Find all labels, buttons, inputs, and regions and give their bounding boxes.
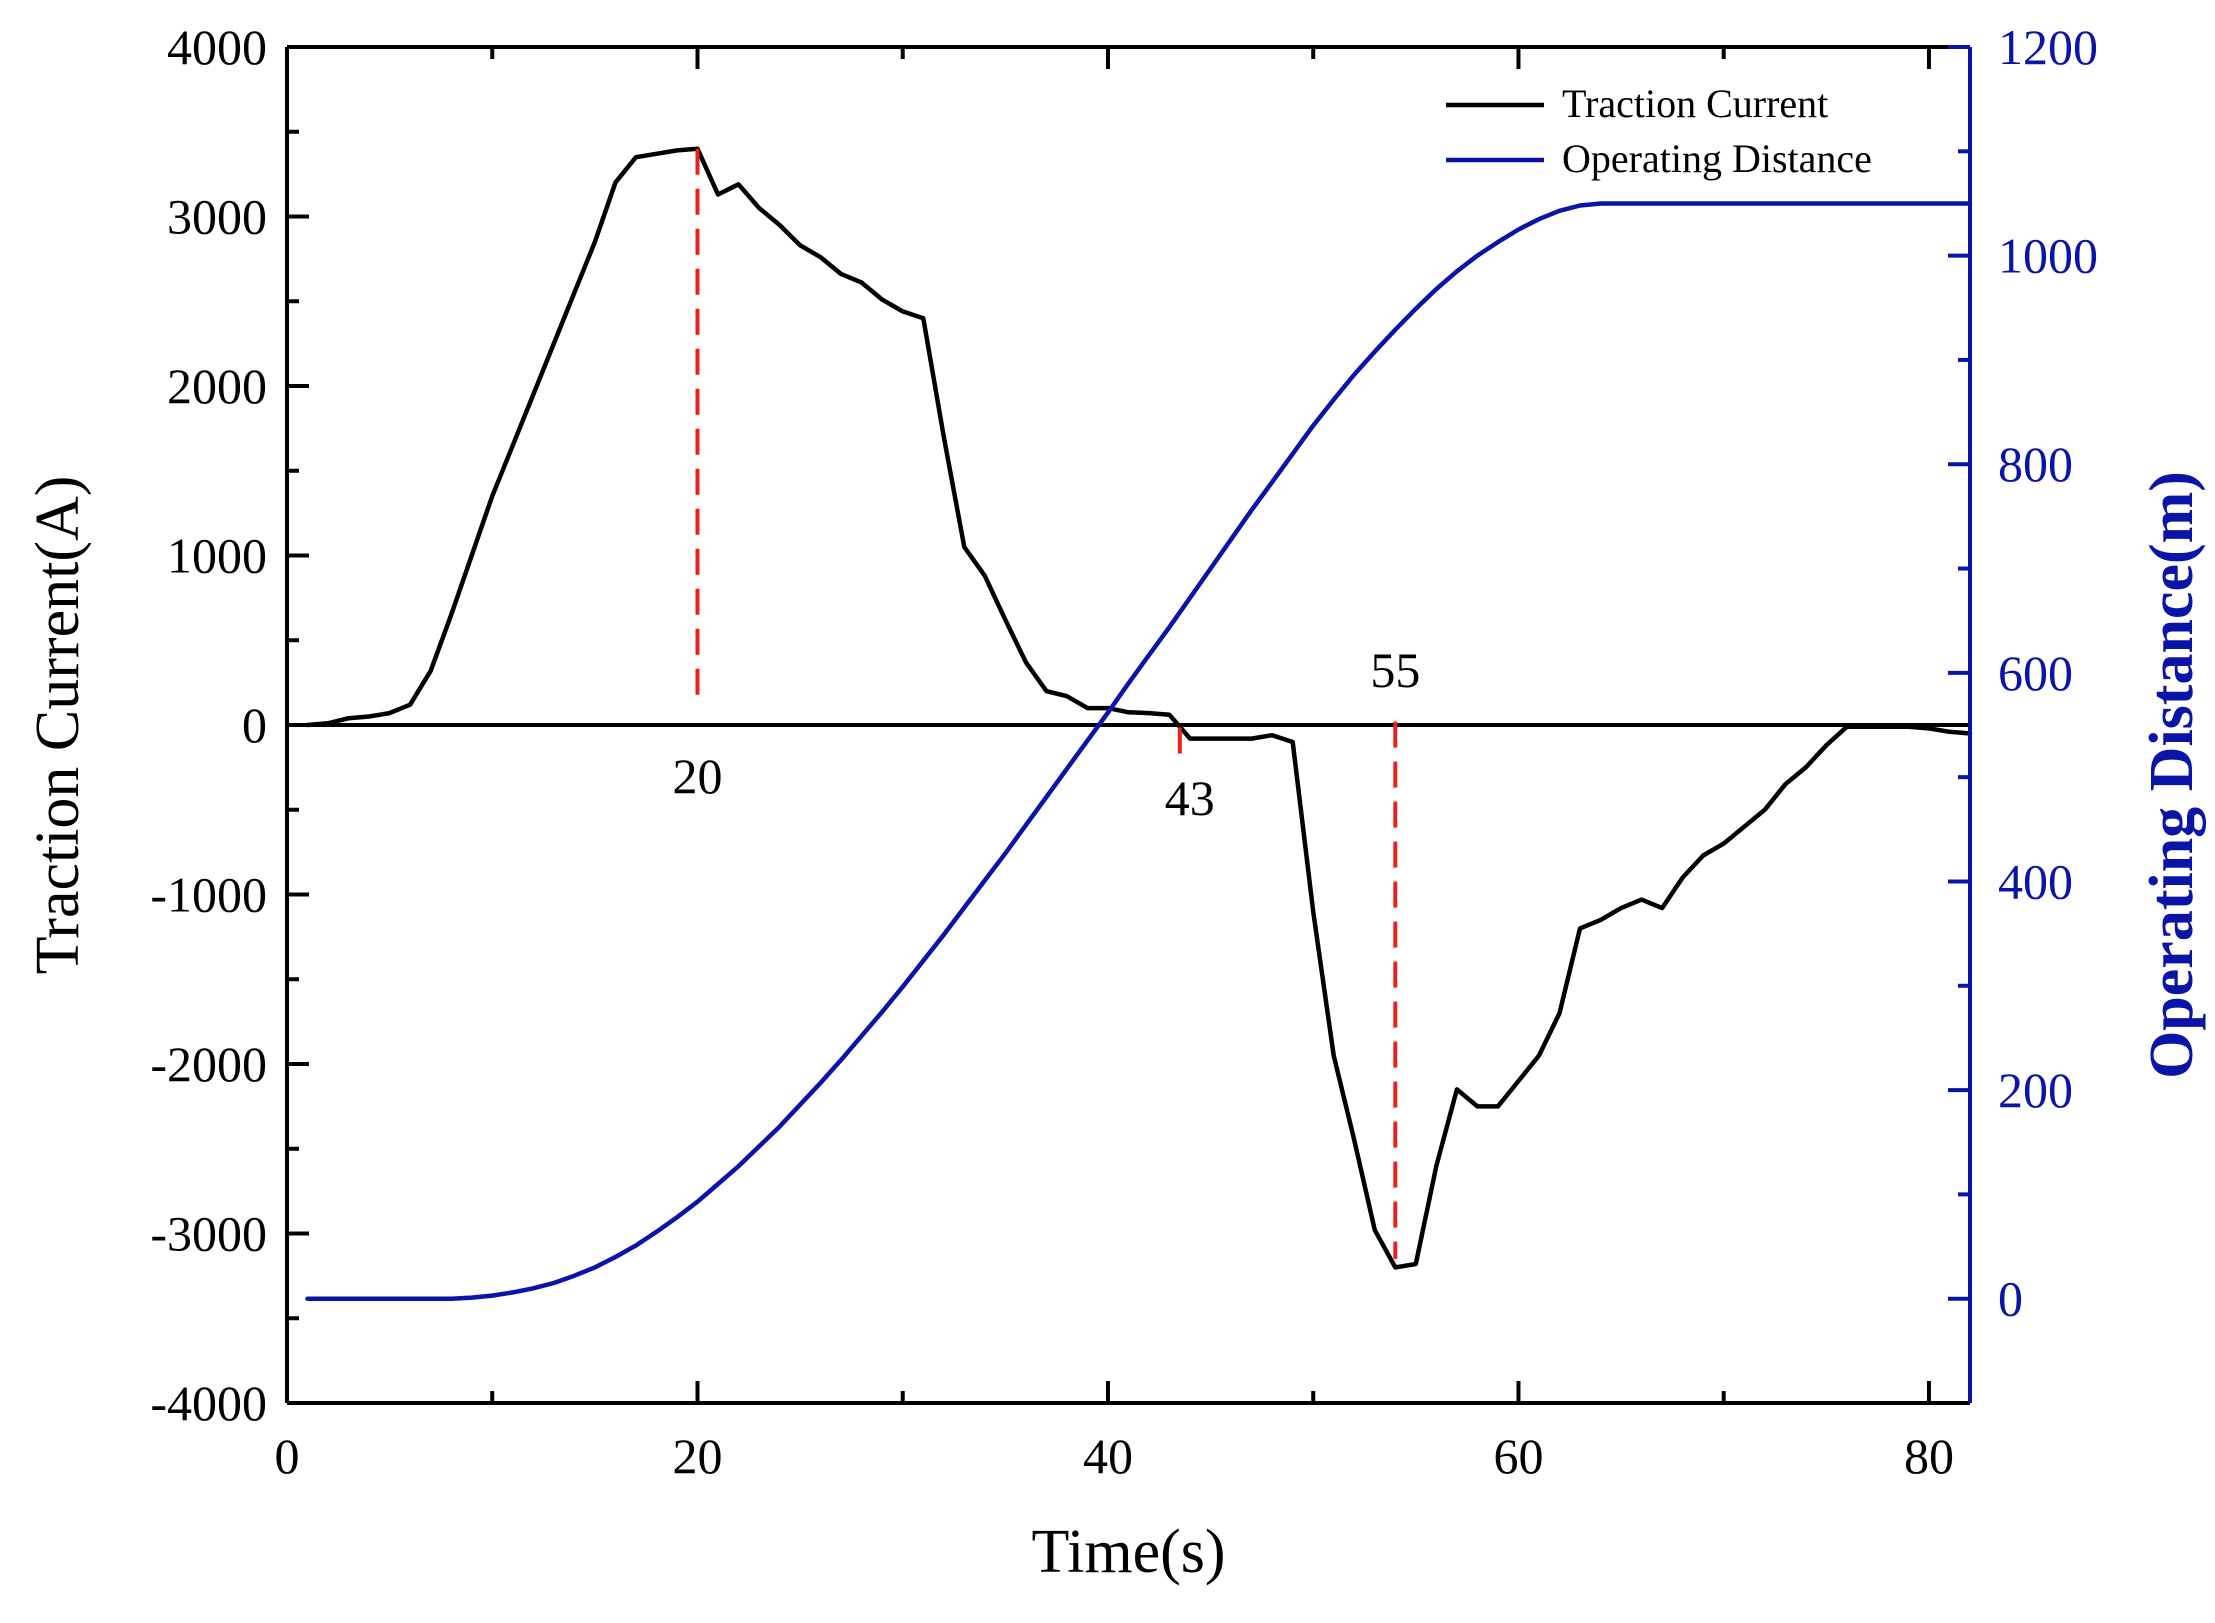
y-left-tick-label: 0: [242, 697, 267, 753]
traction-current-line: [305, 146, 1973, 1270]
y-left-tick-label: 1000: [167, 528, 267, 584]
y-left-axis-title: Traction Current(A): [24, 476, 92, 975]
marker-label-20: 20: [672, 748, 722, 804]
x-tick-label: 0: [275, 1428, 300, 1484]
y-left-tick-label: 4000: [167, 19, 267, 75]
y-right-tick-label: 1200: [1998, 19, 2098, 75]
series-group: [305, 146, 1973, 1301]
x-tick-label: 40: [1083, 1428, 1133, 1484]
annotation-group: 20 43 55: [672, 148, 1420, 1259]
y-left-tick-label: 2000: [167, 358, 267, 414]
legend-label-2: Operating Distance: [1562, 136, 1872, 181]
y-left-tick-label: -3000: [150, 1206, 267, 1262]
y-left-tick-label: -4000: [150, 1375, 267, 1431]
x-tick-label: 80: [1904, 1428, 1954, 1484]
y-left-tick-label: -1000: [150, 867, 267, 923]
x-tick-label: 20: [672, 1428, 722, 1484]
axes-group: 0 20 40 60 80-4000-3000-2000-100001000200030…: [24, 19, 2206, 1586]
y-right-tick-label: 0: [1998, 1271, 2023, 1327]
marker-label-55: 55: [1370, 642, 1420, 698]
x-axis-title: Time(s): [1031, 1518, 1225, 1586]
y-left-tick-label: 3000: [167, 189, 267, 245]
y-right-tick-label: 600: [1998, 645, 2073, 701]
y-right-axis-title: Operating Distance(m): [2138, 471, 2206, 1079]
marker-label-43: 43: [1165, 770, 1215, 826]
operating-distance-line: [305, 201, 1973, 1301]
y-right-tick-label: 1000: [1998, 228, 2098, 284]
y-left-tick-label: -2000: [150, 1036, 267, 1092]
legend: Traction Current Operating Distance: [1446, 81, 1872, 181]
y-right-tick-label: 200: [1998, 1062, 2073, 1118]
legend-label-1: Traction Current: [1562, 81, 1828, 126]
y-right-tick-label: 400: [1998, 853, 2073, 909]
x-tick-label: 60: [1493, 1428, 1543, 1484]
y-right-tick-label: 800: [1998, 436, 2073, 492]
